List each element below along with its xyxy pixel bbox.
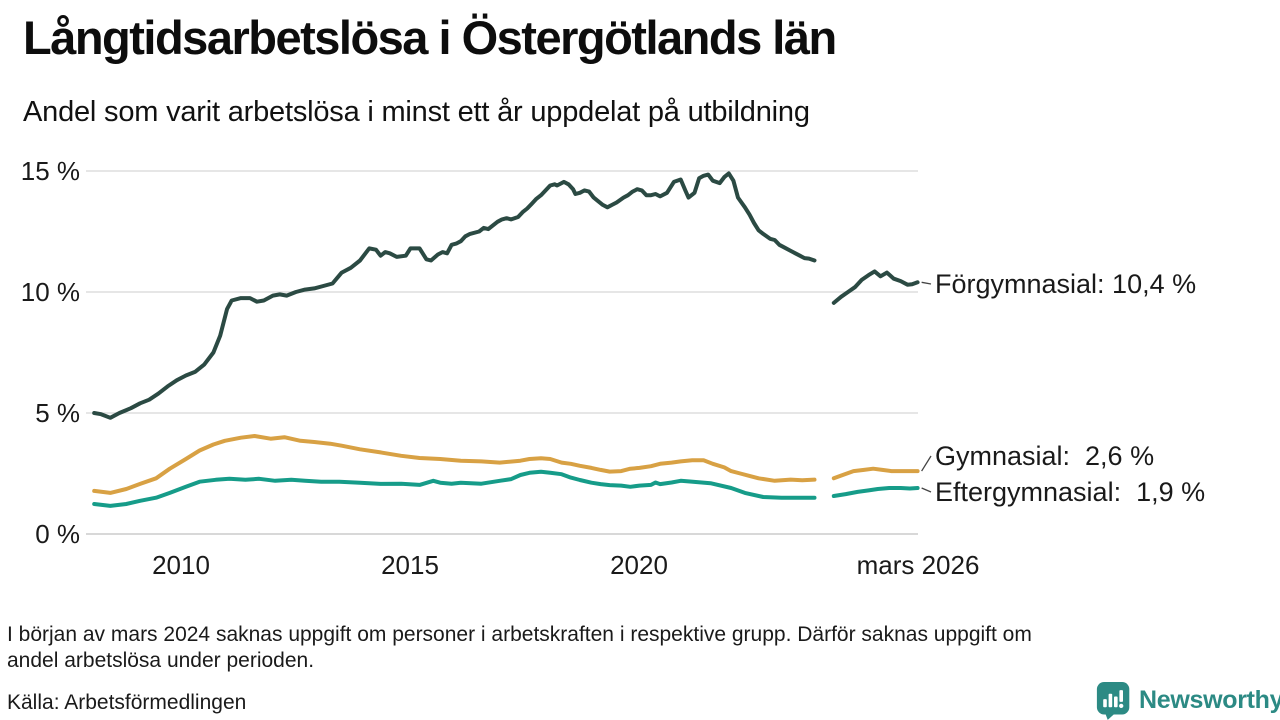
series-line-förgymnasial-seg1 (92, 171, 817, 420)
x-tick-2015: 2015 (381, 550, 439, 580)
y-tick-15: 15 % (20, 156, 80, 186)
footnote-line-2: andel arbetslösa under perioden. (7, 649, 315, 672)
y-tick-10: 10 % (20, 277, 80, 307)
series-line-förgymnasial-seg2 (831, 269, 920, 305)
footnote: I början av mars 2024 saknas uppgift om … (7, 622, 1032, 674)
y-tick-5: 5 % (35, 398, 80, 428)
series-line-gymnasial-seg2 (831, 466, 920, 481)
series-label-forgymnasial: Förgymnasial: 10,4 % (935, 269, 1197, 299)
newsworthy-logo: Newsworthy (1096, 681, 1280, 720)
x-tick-2020: 2020 (610, 550, 668, 580)
source-text: Källa: Arbetsförmedlingen (7, 691, 247, 714)
page-title: Långtidsarbetslösa i Östergötlands län (23, 11, 837, 64)
page-subtitle: Andel som varit arbetslösa i minst ett å… (23, 96, 810, 128)
x-tick-mars-2026: mars 2026 (856, 550, 980, 580)
series-label-eftergymnasial: Eftergymnasial: 1,9 % (935, 477, 1206, 507)
newsworthy-logo-icon (1096, 682, 1130, 720)
series-line-eftergymnasial-seg2 (831, 486, 920, 498)
series-line-gymnasial-seg1 (92, 434, 817, 495)
series-label-gymnasial: Gymnasial: 2,6 % (935, 441, 1155, 471)
newsworthy-logo-text: Newsworthy (1139, 686, 1280, 714)
label-connector-gymnasial (921, 455, 932, 472)
label-connector-eftergymnasial (921, 487, 932, 493)
series-line-eftergymnasial-seg1 (92, 469, 817, 508)
y-tick-0: 0 % (35, 519, 80, 549)
x-tick-2010: 2010 (152, 550, 210, 580)
footnote-line-1: I början av mars 2024 saknas uppgift om … (7, 623, 1032, 646)
label-connector-förgymnasial (921, 281, 932, 285)
